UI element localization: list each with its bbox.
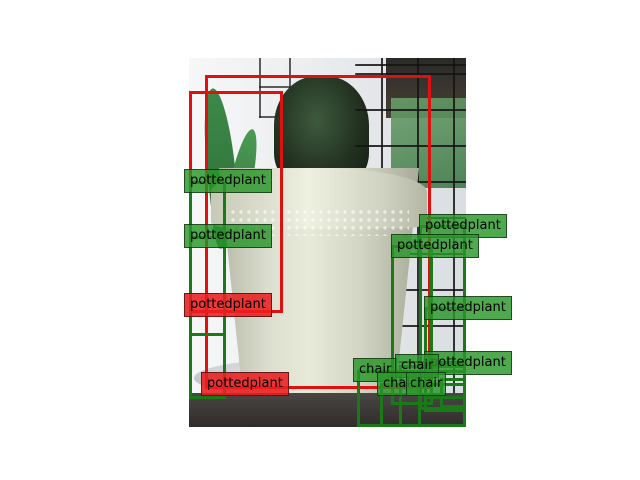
label-pottedplant: pottedplant bbox=[201, 372, 289, 396]
label-pottedplant: pottedplant bbox=[424, 296, 512, 320]
label-pottedplant: pottedplant bbox=[184, 224, 272, 248]
label-pottedplant: pottedplant bbox=[184, 169, 272, 193]
label-pottedplant: pottedplant bbox=[184, 293, 272, 317]
label-pottedplant: pottedplant bbox=[391, 234, 479, 258]
label-chair: chair bbox=[406, 372, 447, 396]
cactus bbox=[274, 76, 369, 186]
pred-box-pottedplant-2 bbox=[189, 236, 226, 336]
